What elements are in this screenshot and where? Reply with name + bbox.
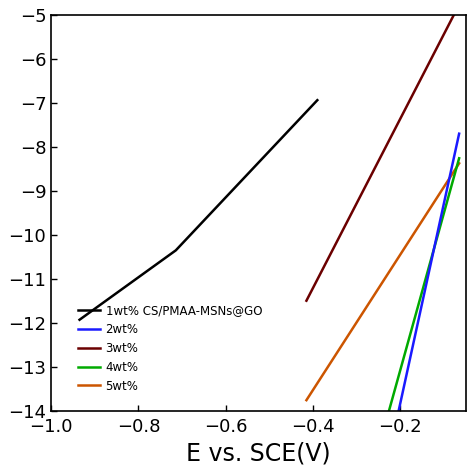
Legend: 1wt% CS/PMAA-MSNs@GO, 2wt%, 3wt%, 4wt%, 5wt%: 1wt% CS/PMAA-MSNs@GO, 2wt%, 3wt%, 4wt%, … bbox=[73, 299, 267, 397]
X-axis label: E vs. SCE(V): E vs. SCE(V) bbox=[186, 442, 331, 465]
